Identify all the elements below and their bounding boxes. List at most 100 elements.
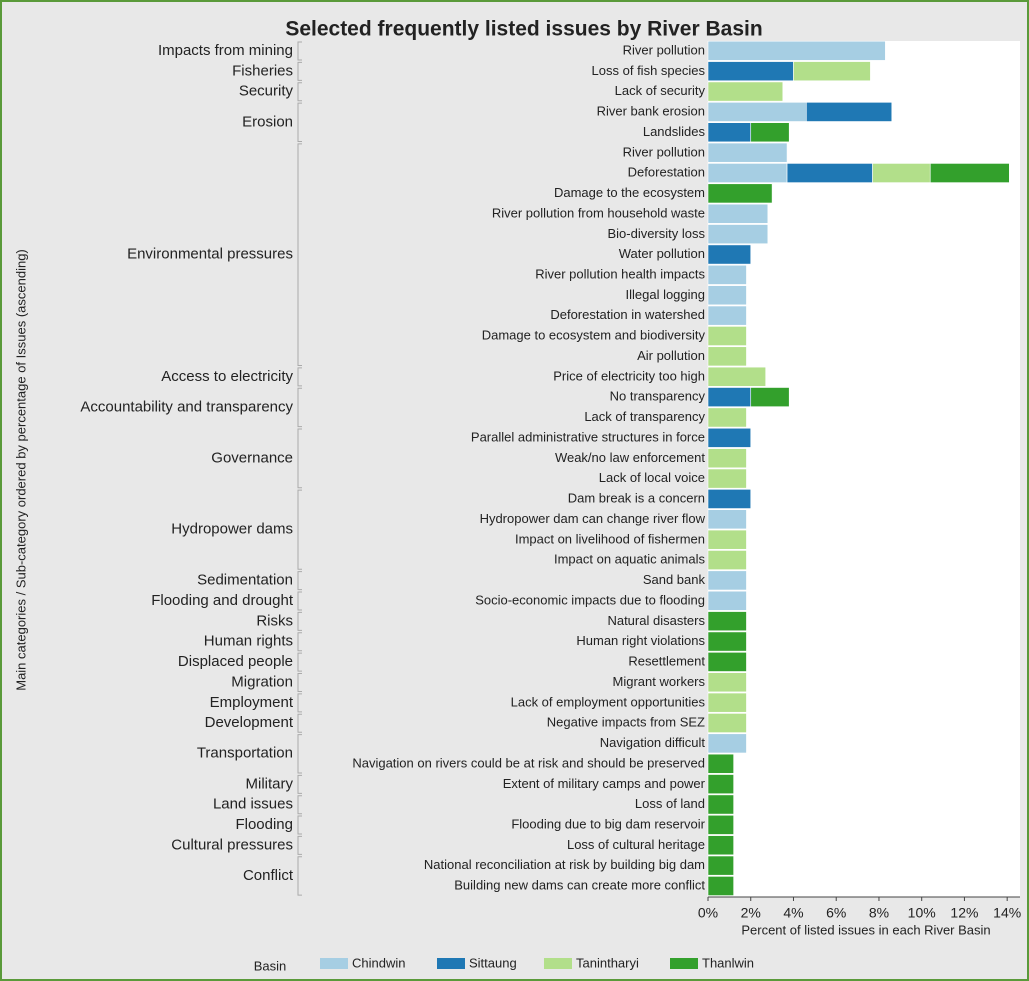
bar-segment bbox=[707, 814, 734, 835]
legend-label: Chindwin bbox=[352, 955, 405, 970]
group-label: Land issues bbox=[213, 796, 293, 813]
group-label: Governance bbox=[211, 449, 293, 466]
bar-segment bbox=[786, 163, 873, 183]
group-bracket bbox=[297, 795, 302, 815]
group-label: Access to electricity bbox=[161, 368, 293, 385]
bar-segment bbox=[707, 326, 747, 346]
bar-segment bbox=[707, 672, 747, 693]
category-label: Dam break is a concern bbox=[568, 491, 705, 506]
category-label: Parallel administrative structures in fo… bbox=[471, 429, 705, 444]
group-label: Development bbox=[205, 714, 294, 731]
bar-segment bbox=[707, 876, 734, 896]
group-label: Sedimentation bbox=[197, 572, 293, 589]
group-label: Erosion bbox=[242, 113, 293, 130]
category-label: Extent of military camps and power bbox=[503, 776, 706, 791]
category-label: Navigation difficult bbox=[600, 735, 706, 750]
group-bracket bbox=[297, 489, 302, 570]
group-label: Transportation bbox=[197, 745, 293, 762]
category-label: Loss of fish species bbox=[592, 63, 706, 78]
category-label: River bank erosion bbox=[597, 104, 705, 119]
group-label: Military bbox=[246, 775, 294, 792]
legend-swatch bbox=[320, 958, 348, 969]
legend-label: Sittaung bbox=[469, 955, 517, 970]
chart-title: Selected frequently listed issues by Riv… bbox=[285, 18, 762, 41]
bar-segment bbox=[707, 794, 734, 815]
legend-label: Thanlwin bbox=[702, 955, 754, 970]
category-label: Building new dams can create more confli… bbox=[454, 878, 705, 893]
category-label: Deforestation bbox=[628, 165, 705, 180]
group-label: Risks bbox=[256, 612, 293, 629]
bar-segment bbox=[707, 631, 747, 652]
category-label: Flooding due to big dam reservoir bbox=[511, 816, 705, 831]
category-label: Resettlement bbox=[628, 654, 705, 669]
group-label: Displaced people bbox=[178, 653, 293, 670]
category-label: Impact on aquatic animals bbox=[554, 552, 706, 567]
x-tick-label: 10% bbox=[908, 905, 936, 921]
bar-segment bbox=[707, 366, 766, 387]
group-bracket bbox=[297, 713, 302, 733]
group-bracket bbox=[297, 611, 302, 631]
bar-segment bbox=[707, 387, 752, 407]
category-label: Migrant workers bbox=[613, 674, 706, 689]
bar-segment bbox=[707, 224, 769, 245]
bar-segment bbox=[707, 285, 747, 306]
group-bracket bbox=[297, 856, 302, 896]
group-label: Environmental pressures bbox=[127, 246, 293, 263]
group-bracket bbox=[297, 774, 302, 794]
group-bracket bbox=[297, 143, 302, 367]
category-label: Loss of cultural heritage bbox=[567, 837, 705, 852]
x-tick-label: 6% bbox=[826, 905, 846, 921]
group-label: Security bbox=[239, 83, 294, 100]
bar-segment bbox=[750, 387, 790, 407]
y-axis-label: Main categories / Sub-category ordered b… bbox=[13, 249, 28, 691]
category-label: River pollution from household waste bbox=[492, 205, 705, 220]
group-bracket bbox=[297, 835, 302, 855]
legend-swatch bbox=[670, 958, 698, 969]
group-label: Flooding and drought bbox=[151, 592, 294, 609]
bar-segment bbox=[707, 264, 747, 285]
group-bracket bbox=[297, 571, 302, 591]
bar-segment bbox=[707, 733, 747, 754]
category-label: Weak/no law enforcement bbox=[555, 450, 705, 465]
category-label: River pollution bbox=[623, 144, 705, 159]
category-label: Impact on livelihood of fishermen bbox=[515, 531, 705, 546]
x-tick-label: 0% bbox=[698, 905, 718, 921]
category-label: River pollution health impacts bbox=[535, 267, 705, 282]
category-label: Lack of employment opportunities bbox=[511, 694, 706, 709]
legend-swatch bbox=[437, 958, 465, 969]
x-tick-label: 14% bbox=[993, 905, 1021, 921]
bar-segment bbox=[707, 81, 784, 102]
category-label: Negative impacts from SEZ bbox=[547, 715, 705, 730]
bar-segment bbox=[707, 305, 747, 326]
group-bracket bbox=[297, 102, 302, 142]
group-label: Human rights bbox=[204, 633, 293, 650]
category-label: Loss of land bbox=[635, 796, 705, 811]
group-label: Employment bbox=[210, 694, 294, 711]
bar-segment bbox=[707, 102, 807, 122]
group-bracket bbox=[297, 632, 302, 652]
group-bracket bbox=[297, 652, 302, 672]
category-label: Lack of local voice bbox=[599, 470, 705, 485]
bar-segment bbox=[872, 163, 931, 183]
category-label: No transparency bbox=[610, 389, 706, 404]
x-tick-label: 4% bbox=[783, 905, 803, 921]
category-label: Damage to the ecosystem bbox=[554, 185, 705, 200]
bar-segment bbox=[707, 122, 752, 143]
bar-segment bbox=[707, 448, 747, 469]
group-bracket bbox=[297, 428, 302, 489]
group-label: Hydropower dams bbox=[171, 521, 293, 538]
legend-title: Basin bbox=[254, 958, 287, 973]
bar-segment bbox=[707, 489, 752, 509]
group-bracket bbox=[297, 61, 302, 81]
bar-segment bbox=[707, 529, 747, 550]
bar-segment bbox=[707, 692, 747, 713]
x-tick-label: 12% bbox=[950, 905, 978, 921]
group-label: Migration bbox=[231, 673, 293, 690]
bar-segment bbox=[707, 774, 734, 795]
category-label: Price of electricity too high bbox=[553, 368, 705, 383]
bar-segment bbox=[707, 570, 747, 591]
category-label: Lack of security bbox=[615, 83, 706, 98]
category-label: Navigation on rivers could be at risk an… bbox=[352, 755, 705, 770]
bar-segment bbox=[707, 509, 747, 530]
